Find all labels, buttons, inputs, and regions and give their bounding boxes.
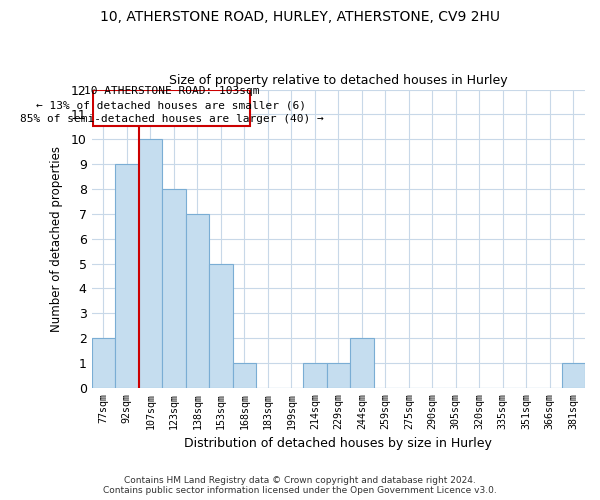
Bar — [233, 363, 256, 388]
Bar — [139, 140, 162, 388]
Bar — [326, 363, 350, 388]
Bar — [92, 338, 115, 388]
Bar — [162, 189, 185, 388]
X-axis label: Distribution of detached houses by size in Hurley: Distribution of detached houses by size … — [184, 437, 492, 450]
Y-axis label: Number of detached properties: Number of detached properties — [50, 146, 62, 332]
Bar — [350, 338, 374, 388]
Title: Size of property relative to detached houses in Hurley: Size of property relative to detached ho… — [169, 74, 508, 87]
Bar — [115, 164, 139, 388]
FancyBboxPatch shape — [93, 90, 250, 126]
Text: 10, ATHERSTONE ROAD, HURLEY, ATHERSTONE, CV9 2HU: 10, ATHERSTONE ROAD, HURLEY, ATHERSTONE,… — [100, 10, 500, 24]
Bar — [185, 214, 209, 388]
Bar — [562, 363, 585, 388]
Bar — [209, 264, 233, 388]
Text: 10 ATHERSTONE ROAD: 103sqm
← 13% of detached houses are smaller (6)
85% of semi-: 10 ATHERSTONE ROAD: 103sqm ← 13% of deta… — [20, 86, 323, 124]
Bar — [303, 363, 326, 388]
Text: Contains HM Land Registry data © Crown copyright and database right 2024.
Contai: Contains HM Land Registry data © Crown c… — [103, 476, 497, 495]
